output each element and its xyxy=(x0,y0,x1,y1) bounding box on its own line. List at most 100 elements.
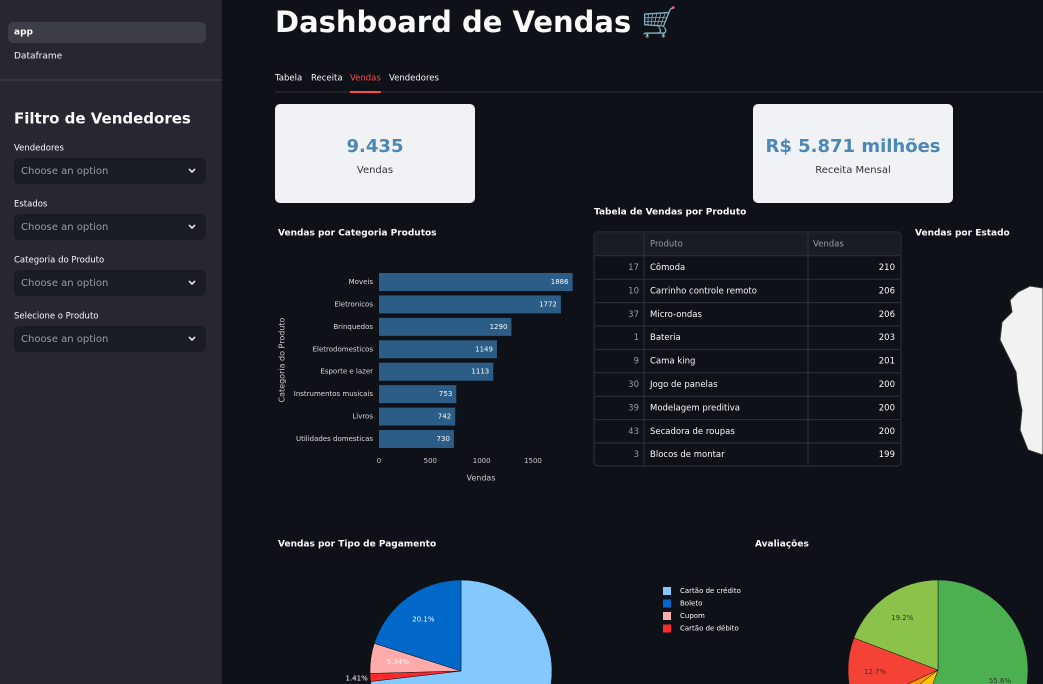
category-label: Eletrodomesticos xyxy=(313,345,374,353)
category-label: Instrumentos musicais xyxy=(294,390,374,398)
bar xyxy=(379,273,573,291)
column-header: Produto xyxy=(650,240,683,250)
select-box[interactable] xyxy=(14,326,206,352)
pie-slice xyxy=(853,579,939,671)
legend-label: Boleto xyxy=(680,600,702,608)
cell: 200 xyxy=(879,427,895,437)
category-label: Eletronicos xyxy=(334,300,373,308)
nav-item[interactable]: Dataframe xyxy=(14,52,63,62)
bar xyxy=(379,385,457,404)
pie-slice xyxy=(932,579,1029,684)
filter-title: Filtro de Vendedores xyxy=(14,110,191,128)
slice-label: 5.34% xyxy=(387,658,410,666)
row-index: 17 xyxy=(628,263,639,273)
cell: Jogo de panelas xyxy=(649,380,718,390)
cell: Cômoda xyxy=(650,262,685,273)
chevron xyxy=(188,280,196,286)
metric-card xyxy=(275,104,475,203)
cell: 203 xyxy=(879,333,895,343)
select-box[interactable] xyxy=(14,270,206,296)
bar xyxy=(379,362,494,381)
page-title: Dashboard de Vendas 🛒 xyxy=(275,5,677,39)
chevron xyxy=(188,224,196,230)
cell: Micro-ondas xyxy=(650,310,702,320)
x-tick-label: 0 xyxy=(377,457,381,465)
tab[interactable]: Vendas xyxy=(350,74,381,84)
tab[interactable]: Receita xyxy=(311,74,343,84)
legend-label: Cartão de débito xyxy=(680,625,739,633)
slice-label: 12.7% xyxy=(864,668,887,676)
select-box[interactable] xyxy=(14,158,206,184)
bar xyxy=(379,430,454,449)
tab[interactable]: Tabela xyxy=(274,74,302,84)
value-label: 1886 xyxy=(551,278,569,286)
slice-label: 55.6% xyxy=(989,677,1012,684)
metric-card xyxy=(753,104,953,203)
metric-label: Receita Mensal xyxy=(815,165,891,176)
filter-label: Selecione o Produto xyxy=(14,312,98,322)
filter-label: Categoria do Produto xyxy=(14,256,104,266)
cell: Blocos de montar xyxy=(650,450,725,460)
table-title: Tabela de Vendas por Produto xyxy=(594,208,746,218)
filter-label: Vendedores xyxy=(14,144,65,154)
value-label: 1149 xyxy=(475,345,493,353)
cell: 210 xyxy=(879,263,895,273)
tab[interactable]: Vendedores xyxy=(389,74,440,84)
cell: 200 xyxy=(879,403,895,413)
metric-value: R$ 5.871 milhões xyxy=(765,136,940,157)
value-label: 742 xyxy=(438,413,451,421)
bar xyxy=(379,317,512,336)
legend-label: Cupom xyxy=(680,612,705,620)
x-tick-label: 1000 xyxy=(473,457,491,465)
value-label: 1113 xyxy=(471,368,489,376)
cell: 206 xyxy=(879,286,895,296)
map-shape xyxy=(999,285,1043,456)
legend-swatch xyxy=(663,587,671,595)
select-placeholder: Choose an option xyxy=(21,334,108,345)
metric-label: Vendas xyxy=(357,165,393,176)
row-index: 9 xyxy=(634,357,639,367)
row-index: 3 xyxy=(634,450,639,460)
value-label: 753 xyxy=(439,390,452,398)
category-label: Esporte e lazer xyxy=(320,368,373,376)
metric-value: 9.435 xyxy=(347,136,404,157)
value-label: 730 xyxy=(437,435,450,443)
table-header xyxy=(595,233,900,256)
value-label: 1772 xyxy=(539,300,557,308)
map-title: Vendas por Estado xyxy=(915,229,1010,239)
cell: 200 xyxy=(879,380,895,390)
nav-active xyxy=(8,22,206,43)
category-label: Livros xyxy=(352,413,373,421)
chevron xyxy=(188,336,196,342)
legend-swatch xyxy=(663,612,671,620)
pie-slice xyxy=(373,579,462,672)
filter-label: Estados xyxy=(14,200,48,210)
x-tick-label: 500 xyxy=(424,457,437,465)
row-index: 1 xyxy=(634,333,639,343)
row-index: 43 xyxy=(628,427,639,437)
nav-item[interactable]: app xyxy=(14,28,34,38)
bar xyxy=(379,295,561,314)
legend-label: Cartão de crédito xyxy=(680,587,741,595)
select-box[interactable] xyxy=(14,214,206,240)
cell: Carrinho controle remoto xyxy=(650,286,757,296)
chart-title: Vendas por Categoria Produtos xyxy=(278,229,437,239)
row-index: 37 xyxy=(628,310,639,320)
cell: 201 xyxy=(879,357,895,367)
bar xyxy=(379,407,456,426)
slice-label: 20.1% xyxy=(412,616,435,624)
column-header: Vendas xyxy=(813,240,844,250)
chart-title: Vendas por Tipo de Pagamento xyxy=(278,540,436,550)
row-index: 10 xyxy=(628,286,639,296)
cell: Modelagem preditiva xyxy=(650,403,740,413)
value-label: 1290 xyxy=(490,323,508,331)
select-placeholder: Choose an option xyxy=(21,278,108,289)
category-label: Brinquedos xyxy=(333,323,373,331)
chart-title: Avaliações xyxy=(755,540,809,550)
cell: Cama king xyxy=(650,357,695,367)
slice-label: 1.41% xyxy=(345,674,368,682)
chevron xyxy=(188,168,196,174)
bar xyxy=(379,340,497,359)
